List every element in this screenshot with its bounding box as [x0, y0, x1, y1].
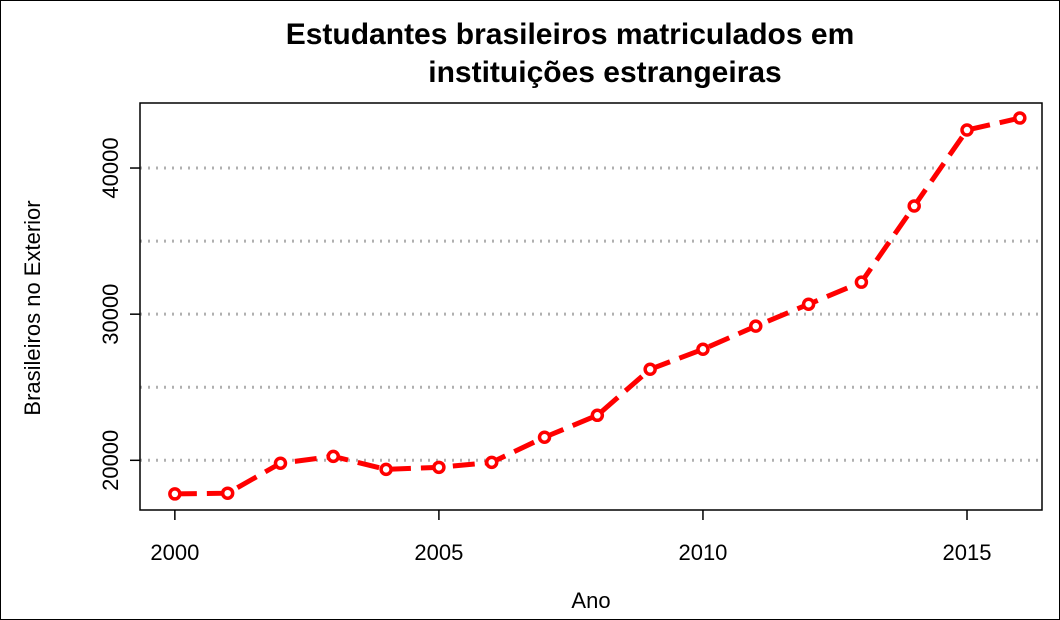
- data-point: [643, 362, 657, 377]
- x-tick-label: 2005: [414, 540, 463, 565]
- data-point: [168, 487, 182, 501]
- data-line: [174, 115, 1021, 497]
- data-point: [854, 275, 869, 289]
- data-point: [273, 456, 288, 470]
- data-point: [960, 123, 974, 137]
- y-axis-label: Brasileiros no Exterior: [20, 200, 45, 415]
- data-point: [326, 449, 341, 464]
- plot-box: [139, 102, 1043, 511]
- data-point: [379, 462, 393, 477]
- chart-title: instituições estrangeiras: [428, 56, 781, 89]
- x-axis-label: Ano: [571, 588, 610, 613]
- data-point: [1013, 111, 1027, 125]
- data-point: [220, 486, 235, 500]
- data-point: [907, 199, 921, 213]
- data-point: [590, 408, 605, 423]
- data-point: [749, 319, 763, 333]
- x-tick-label: 2015: [943, 540, 992, 565]
- data-point: [484, 455, 499, 470]
- y-tick-label: 30000: [98, 284, 123, 345]
- data-point: [537, 430, 552, 444]
- x-tick-label: 2010: [678, 540, 727, 565]
- data-point: [432, 460, 446, 475]
- y-tick-label: 20000: [98, 430, 123, 491]
- data-point: [696, 342, 710, 356]
- data-point: [801, 297, 816, 311]
- y-tick-label: 40000: [98, 137, 123, 198]
- chart-title: Estudantes brasileiros matriculados em: [286, 18, 855, 51]
- x-tick-label: 2000: [150, 540, 199, 565]
